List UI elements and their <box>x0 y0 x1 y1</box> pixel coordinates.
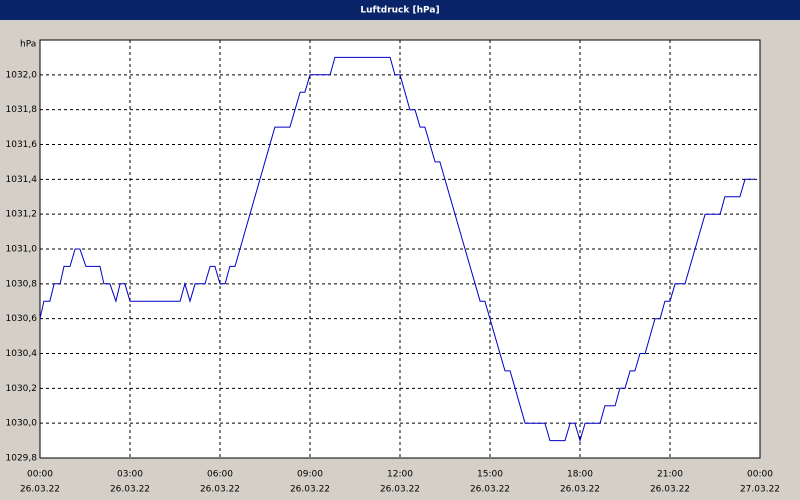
y-tick-label: 1031,6 <box>6 140 38 150</box>
y-tick-label: 1030,8 <box>6 279 38 289</box>
x-tick-label: 15:00 <box>477 470 503 480</box>
y-tick-label: 1031,0 <box>6 245 38 255</box>
x-tick-date: 26.03.22 <box>290 485 330 495</box>
y-tick-label: 1032,0 <box>6 70 38 80</box>
x-tick-date: 26.03.22 <box>470 485 510 495</box>
y-tick-label: 1031,4 <box>6 175 38 185</box>
x-tick-label: 18:00 <box>567 470 593 480</box>
title-bar <box>0 0 800 20</box>
x-tick-label: 00:00 <box>747 470 773 480</box>
x-tick-date: 26.03.22 <box>200 485 240 495</box>
x-tick-date: 26.03.22 <box>380 485 420 495</box>
x-tick-label: 03:00 <box>117 470 143 480</box>
x-tick-label: 09:00 <box>297 470 323 480</box>
x-tick-label: 06:00 <box>207 470 233 480</box>
y-tick-label: 1030,6 <box>6 314 38 324</box>
x-tick-date: 27.03.22 <box>740 485 780 495</box>
y-axis-label: hPa <box>20 40 36 50</box>
x-tick-date: 26.03.22 <box>560 485 600 495</box>
x-tick-date: 26.03.22 <box>20 485 60 495</box>
x-tick-date: 26.03.22 <box>110 485 150 495</box>
x-tick-label: 00:00 <box>27 470 53 480</box>
y-tick-label: 1030,4 <box>6 349 38 359</box>
y-tick-label: 1030,2 <box>6 384 38 394</box>
y-tick-label: 1031,2 <box>6 210 38 220</box>
y-tick-label: 1030,0 <box>6 419 38 429</box>
x-tick-label: 21:00 <box>657 470 683 480</box>
y-tick-label: 1029,8 <box>6 454 38 464</box>
y-tick-label: 1031,8 <box>6 105 38 115</box>
chart-title: Luftdruck [hPa] <box>360 6 439 16</box>
x-tick-label: 12:00 <box>387 470 413 480</box>
x-tick-date: 26.03.22 <box>650 485 690 495</box>
data-line <box>39 56 755 443</box>
